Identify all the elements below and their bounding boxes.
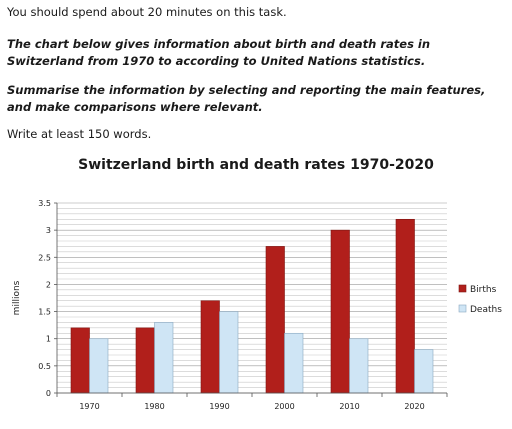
word-count-requirement: Write at least 150 words. — [7, 127, 152, 141]
bar-births-2000 — [265, 246, 285, 394]
x-tick-label: 1990 — [209, 402, 229, 411]
bar-births-2010 — [330, 229, 350, 394]
y-tick-label: 3.5 — [38, 199, 51, 208]
y-tick-label: 2 — [46, 280, 51, 289]
y-tick-label: 0 — [46, 389, 51, 398]
legend-label-deaths: Deaths — [470, 305, 502, 315]
y-axis-label: millions — [12, 280, 22, 315]
bar-deaths-1990 — [219, 311, 239, 394]
bar-deaths-2010 — [349, 338, 369, 394]
plot-area — [57, 203, 447, 393]
task-description: The chart below gives information about … — [7, 37, 431, 68]
x-tick-label: 2020 — [404, 402, 424, 411]
x-tick-label: 1970 — [79, 402, 99, 411]
bar-deaths-2020 — [414, 349, 434, 394]
y-tick-label: 3 — [46, 226, 51, 235]
bar-deaths-1980 — [154, 322, 174, 394]
bar-deaths-2000 — [284, 332, 304, 394]
y-tick-label: 0.5 — [38, 362, 51, 371]
legend: Births Deaths — [458, 284, 502, 315]
x-tick-label: 2000 — [274, 402, 294, 411]
legend-swatch-births — [458, 284, 467, 293]
legend-label-births: Births — [470, 285, 497, 295]
bar-births-1980 — [135, 327, 155, 394]
bar-births-1990 — [200, 300, 220, 394]
gridlines — [57, 202, 447, 394]
y-tick-label: 2.5 — [38, 253, 51, 262]
bar-deaths-1970 — [89, 338, 109, 394]
task-instruction: Summarise the information by selecting a… — [7, 83, 486, 114]
bar-births-1970 — [70, 327, 90, 394]
bar-births-2020 — [395, 218, 415, 394]
legend-swatch-deaths — [458, 304, 467, 313]
axes: 0 0.5 1 1.5 2 2.5 3 3.5 millions 1970 1980 1990 2000… — [12, 199, 448, 411]
task-intro: You should spend about 20 minutes on thi… — [7, 5, 287, 19]
chart-title: Switzerland birth and death rates 1970-2… — [78, 157, 434, 173]
y-tick-label: 1 — [46, 335, 51, 344]
x-tick-label: 1980 — [144, 402, 164, 411]
y-tick-label: 1.5 — [38, 308, 51, 317]
x-tick-label: 2010 — [339, 402, 359, 411]
